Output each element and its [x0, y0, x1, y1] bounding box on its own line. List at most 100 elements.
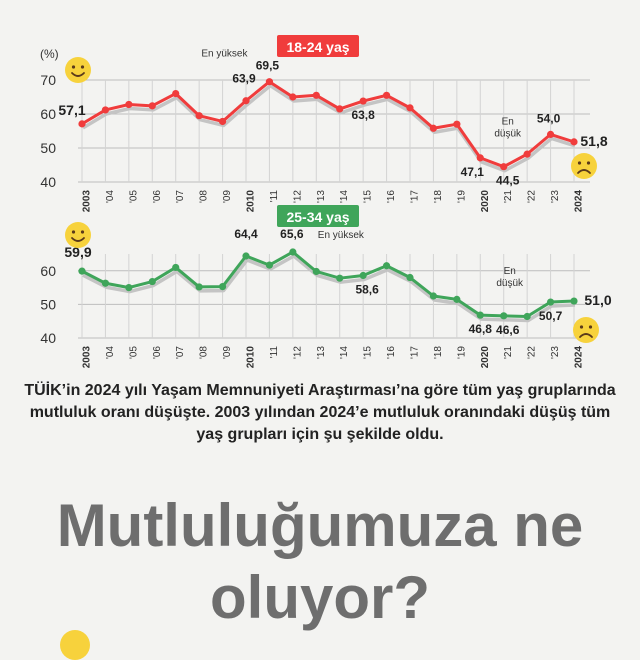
- chart2-data-point: [265, 261, 274, 269]
- chart1-data-point: [242, 97, 250, 105]
- chart2-x-tick-label: '06: [152, 346, 163, 359]
- chart1-x-tick-label: '16: [386, 190, 397, 203]
- chart1-smiling-face-icon-eye-right: [80, 65, 85, 69]
- chart1-x-tick-label: '08: [199, 190, 210, 203]
- chart2-data-point: [453, 295, 461, 303]
- description-text: TÜİK’in 2024 yılı Yaşam Memnuniyeti Araş…: [24, 382, 616, 443]
- chart2-smiling-face-icon-mouth: [71, 237, 85, 242]
- chart2-data-point: [172, 263, 180, 272]
- chart2-series-line: [81, 250, 575, 318]
- chart2-data-point: [195, 283, 203, 291]
- chart1-data-point: [172, 90, 180, 98]
- chart2-x-tick-label: '21: [503, 346, 514, 359]
- chart1-x-tick-label: '19: [456, 190, 467, 203]
- chart1-x-tick-label: '22: [527, 190, 538, 203]
- chart2-y-tick-label: 60: [40, 263, 56, 279]
- chart2-data-point: [500, 312, 508, 320]
- chart2-data-point: [570, 297, 578, 305]
- chart2-y-tick-label: 40: [40, 330, 56, 346]
- chart1-data-point: [336, 105, 344, 113]
- chart2-data-point: [546, 298, 555, 306]
- chart2-x-tick-label: '15: [363, 346, 374, 359]
- chart2-data-point: [125, 284, 133, 292]
- chart1-title: 18-24 yaş: [286, 39, 349, 55]
- chart1-data-label: 57,1: [58, 102, 85, 118]
- chart2-x-tick-label: '07: [175, 346, 186, 359]
- chart2-data-point: [78, 267, 86, 275]
- chart2-x-tick-label: '13: [316, 346, 327, 359]
- chart1-data-point: [429, 124, 438, 132]
- chart1-y-tick-label: 70: [40, 72, 56, 88]
- chart2-x-tick-label: '04: [105, 346, 116, 359]
- chart1: 40 50 60 70 (%) 2003 '04 '05 '06 '07 '08 '09 2010 '11…: [40, 35, 608, 212]
- chart1-x-tick-label: 2010: [246, 190, 257, 213]
- chart1-x-tick-label: 2024: [574, 190, 585, 213]
- chart2-x-tick-label: '16: [386, 346, 397, 359]
- headline: Mutluluğumuza ne oluyor?: [56, 492, 584, 631]
- chart1-series-line: [81, 80, 575, 169]
- chart1-x-tick-label: '11: [269, 190, 280, 203]
- chart1-frowning-face-icon-mouth: [577, 169, 591, 174]
- chart1-data-point: [78, 120, 86, 128]
- chart1-data-point: [406, 104, 414, 112]
- chart1-x-tick-label: 2003: [82, 190, 93, 213]
- chart2-data-label: 58,6: [355, 283, 379, 297]
- chart2: 40 50 60 2003 '04 '05 '06 '07 '08 '09 2010 '11 '12 '1…: [40, 205, 612, 369]
- chart2-data-point: [382, 262, 391, 270]
- chart2-frowning-face-icon: [573, 317, 599, 343]
- chart1-data-point: [359, 97, 367, 105]
- chart1-y-tick-label: 40: [40, 174, 56, 190]
- chart2-x-tick-label: '22: [527, 346, 538, 359]
- chart1-series-shadow: [82, 83, 576, 173]
- chart2-x-tick-label: '12: [292, 346, 303, 359]
- chart1-y-tick-label: 50: [40, 140, 56, 156]
- chart2-y-tick-label: 50: [40, 296, 56, 312]
- chart2-x-tick-label: '19: [456, 346, 467, 359]
- chart2-x-tick-label: '08: [199, 346, 210, 359]
- chart1-data-label: 44,5: [496, 174, 520, 188]
- chart2-title: 25-34 yaş: [286, 209, 349, 225]
- chart2-x-tick-label: 2003: [82, 346, 93, 369]
- chart1-x-tick-label: '18: [433, 190, 444, 203]
- chart1-x-tick-label: '07: [175, 190, 186, 203]
- chart2-frowning-face-icon-disc: [573, 317, 599, 343]
- chart1-data-label: 47,1: [461, 165, 485, 179]
- chart1-data-label: 63,9: [232, 72, 256, 86]
- chart2-frowning-face-icon-mouth: [579, 333, 593, 338]
- chart2-x-tick-label: 2010: [246, 346, 257, 369]
- chart1-y-axis-label: (%): [40, 47, 59, 61]
- chart2-data-point: [218, 282, 227, 291]
- chart2-data-point: [476, 311, 484, 319]
- chart2-smiling-face-icon: [65, 222, 91, 248]
- chart2-data-point: [429, 292, 438, 300]
- chart1-y-tick-label: 60: [40, 106, 56, 122]
- chart1-data-point: [312, 91, 320, 99]
- chart2-data-point: [289, 248, 297, 256]
- chart2-title-bg: [277, 205, 359, 227]
- chart2-data-label: 64,4: [234, 227, 258, 241]
- chart2-x-tick-label: '05: [128, 346, 139, 359]
- chart2-data-label: 51,0: [584, 292, 611, 308]
- chart1-x-tick-label: '23: [550, 190, 561, 203]
- chart1-frowning-face-icon-eye-right: [586, 161, 591, 165]
- chart1-data-point: [500, 163, 508, 171]
- chart1-x-tick-label: '06: [152, 190, 163, 203]
- chart2-x-tick-label: 2024: [574, 346, 585, 369]
- chart1-frowning-face-icon-eye-left: [577, 161, 582, 165]
- chart2-data-label: 46,8: [469, 322, 493, 336]
- chart2-data-label: 59,9: [64, 244, 91, 260]
- chart2-data-point: [312, 267, 320, 276]
- chart1-x-tick-label: '09: [222, 190, 233, 203]
- chart1-data-point: [195, 112, 203, 120]
- chart2-data-point: [242, 252, 250, 260]
- chart2-data-label: 46,6: [496, 323, 520, 337]
- chart2-x-tick-label: '09: [222, 346, 233, 359]
- chart2-annotation: En düşük: [496, 266, 524, 289]
- chart1-smiling-face-icon: [65, 57, 91, 83]
- chart1-data-point: [570, 138, 578, 146]
- chart1-data-point: [101, 106, 110, 114]
- chart2-data-point: [359, 271, 367, 280]
- chart1-x-tick-label: '14: [339, 190, 350, 203]
- chart1-x-tick-label: '05: [128, 190, 139, 203]
- chart1-x-tick-label: '15: [363, 190, 374, 203]
